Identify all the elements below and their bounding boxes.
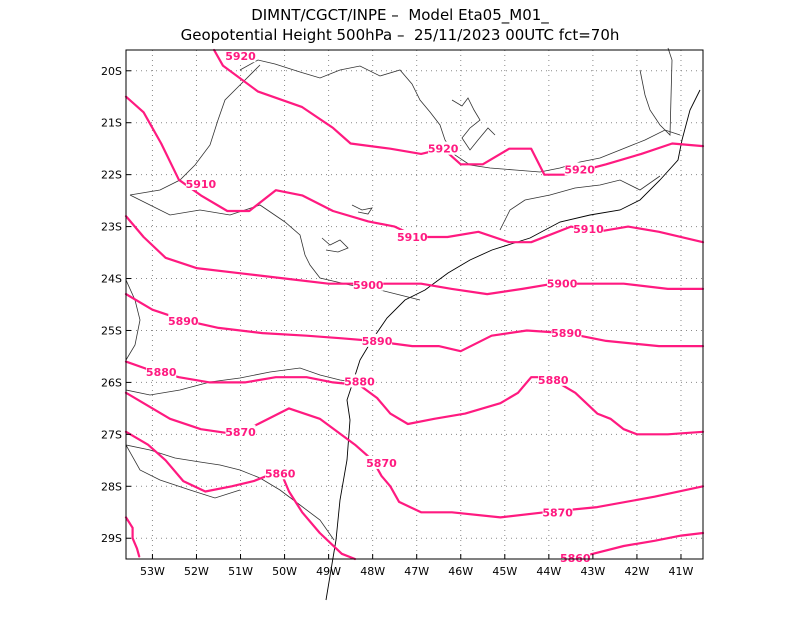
contour-5860 [124,516,141,558]
contour-label-background [146,365,177,379]
contour-label-background [185,177,216,191]
contour-5860 [124,430,357,561]
lat-tick-label: 23S [101,221,122,234]
state-border-ms-pr [129,119,219,196]
contour-label-background [168,314,199,328]
state-border-pr-sc [125,367,361,396]
lat-tick-label: 29S [101,532,122,545]
coastline [325,89,701,601]
contour-label-background [538,372,569,386]
lon-tick-label: 50W [272,565,297,578]
lon-tick-label: 42W [624,565,649,578]
contour-label: 5920 [564,163,595,176]
contour-label-background [547,276,578,290]
lat-tick-label: 25S [101,324,122,337]
chart-title-line-1: DIMNT/CGCT/INPE – Model Eta05_M01_ [251,6,549,24]
contour-label: 5910 [186,178,217,191]
contour-label-background [551,326,582,340]
lon-tick-label: 53W [140,565,165,578]
country-border-argentina [125,444,241,499]
lat-tick-label: 24S [101,273,122,286]
lon-tick-label: 52W [184,565,209,578]
lat-tick-label: 21S [101,117,122,130]
contour-5890 [124,293,705,353]
contour-label: 5920 [225,50,256,63]
lon-tick-label: 49W [316,565,341,578]
state-border-mg-rj [499,175,661,231]
state-border-mg-es [639,47,673,136]
contour-label: 5890 [551,327,582,340]
contour-label: 5900 [353,279,384,292]
contour-label-background [564,162,595,176]
contour-label-background [366,455,397,469]
country-border-paraguay [125,279,141,361]
lat-tick-label: 22S [101,169,122,182]
contour-label-background [542,505,573,519]
state-border-sp-ms [217,64,261,121]
reservoir-furnas [451,97,496,151]
contour-5900 [124,215,705,296]
contour-5910 [124,95,705,244]
contour-label: 5860 [265,467,296,480]
contour-label-background [428,141,459,155]
map-frame [125,49,704,560]
lat-tick-label: 26S [101,376,122,389]
contour-5870 [124,391,705,519]
geographic-outlines [125,47,701,601]
chart-title-line-2: Geopotential Height 500hPa – 25/11/2023 … [180,26,620,44]
contour-labels: 5920 5920 5920 5910 5910 5910 5900 5900 5890 5890… [146,49,604,565]
lon-tick-label: 43W [580,565,605,578]
contour-label: 5870 [366,457,397,470]
contour-label-background [265,466,296,480]
lat-tick-label: 27S [101,428,122,441]
lon-tick-label: 51W [228,565,253,578]
contour-label: 5910 [397,231,428,244]
contour-label: 5920 [428,143,459,156]
lat-tick-label: 20S [101,65,122,78]
contour-label: 5870 [542,506,573,519]
lon-tick-label: 45W [492,565,517,578]
contour-label-background [344,374,375,388]
contour-lines [124,48,705,561]
contour-label-background [225,49,256,63]
contour-label: 5910 [573,223,604,236]
lon-tick-label: 47W [404,565,429,578]
contour-label: 5890 [168,315,199,328]
state-border-sc-rs [125,444,335,541]
contour-label: 5860 [560,552,591,565]
reservoir-paranapanema [321,237,349,253]
axis-tick-labels: 53W 52W 51W 50W 49W 48W 47W 46W 45W 44W 43W 42W 41W 2… [101,65,694,578]
contour-label-background [225,424,256,438]
contour-5880 [124,360,705,436]
grid-lines [126,50,703,559]
contour-label-background [573,222,604,236]
contour-label: 5880 [344,375,375,388]
lon-tick-label: 44W [536,565,561,578]
lat-tick-label: 28S [101,480,122,493]
state-border-sp-mg [239,59,681,173]
lon-tick-label: 41W [669,565,694,578]
contour-label-background [560,550,591,564]
contour-label: 5880 [146,366,177,379]
contour-5920 [213,48,705,176]
lon-tick-label: 48W [360,565,385,578]
contour-label-background [353,277,384,291]
contour-label: 5900 [547,278,578,291]
contour-label: 5880 [538,374,569,387]
contour-label: 5870 [225,426,256,439]
contour-label-background [362,333,393,347]
contour-label-background [397,229,428,243]
reservoir-tiete [351,204,373,215]
lon-tick-label: 46W [448,565,473,578]
contour-label: 5890 [362,335,393,348]
